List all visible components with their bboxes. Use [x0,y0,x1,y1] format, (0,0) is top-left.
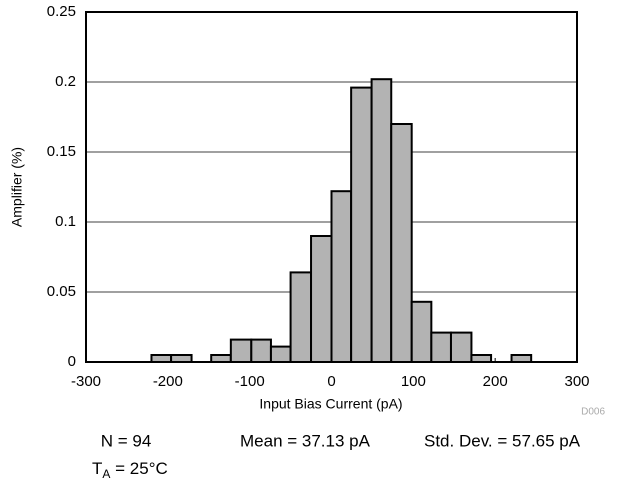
bar [310,235,333,363]
x-tick-label: -300 [71,373,101,390]
x-tick-label: 300 [564,373,589,390]
x-tick-label: 200 [483,373,508,390]
figure-id: D006 [581,407,605,418]
bar [430,331,452,364]
bar [170,354,193,363]
annotation: Std. Dev. = 57.65 pA [424,431,581,450]
bar [350,86,373,363]
x-tick-label: -200 [153,373,183,390]
annotation: Mean = 37.13 pA [240,431,371,450]
x-tick-label: -100 [235,373,265,390]
temperature-symbol: T [92,459,102,478]
y-tick-label: 0.1 [55,213,76,230]
temperature: TA = 25°C [92,459,168,481]
y-tick-label: 0.2 [55,73,76,90]
y-axis-label: Amplifier (%) [9,147,25,227]
x-tick-label: 100 [401,373,426,390]
x-axis-label: Input Bias Current (pA) [259,396,402,412]
x-tick-label: 0 [327,373,335,390]
bar [390,123,413,363]
y-tick-label: 0.15 [47,143,76,160]
bar [410,300,433,363]
bar [330,190,353,363]
temperature-subscript: A [102,467,110,481]
bar [250,338,272,364]
bar [269,345,292,364]
y-tick-label: 0 [68,353,76,370]
bar [289,271,313,363]
bar [370,78,393,363]
plot-frame [85,11,578,363]
temperature-text: = 25°C [110,459,167,478]
bar [470,354,493,363]
y-tick-label: 0.05 [47,283,76,300]
y-tick-label: 0.25 [47,3,76,20]
annotation: N = 94 [101,431,152,450]
bar [210,354,232,363]
bar [150,354,173,363]
bar [449,331,473,364]
bar [510,354,533,363]
bar [229,338,253,364]
